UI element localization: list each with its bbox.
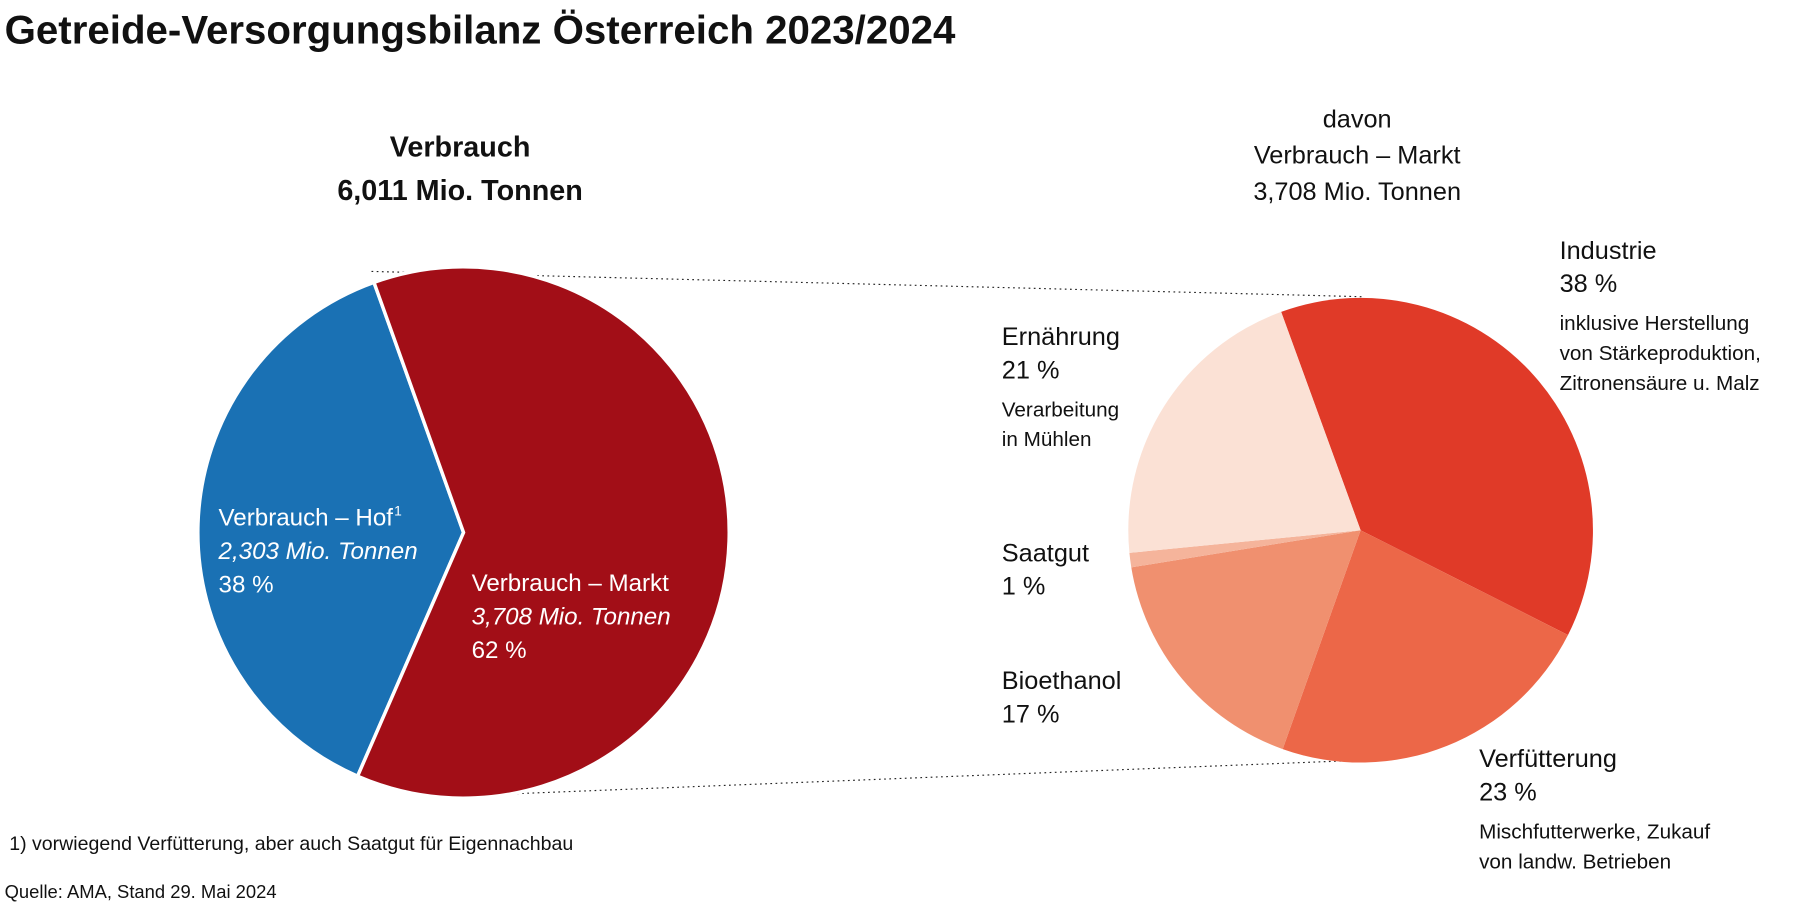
slice-description: in Mühlen — [1002, 428, 1092, 451]
value-label: 38 % — [1560, 270, 1618, 298]
pie-title: Verbrauch – Markt — [1254, 141, 1461, 169]
value-label: 1 % — [1002, 573, 1046, 601]
connector — [460, 759, 1361, 797]
slice-description: von Stärkeproduktion, — [1560, 342, 1761, 365]
source: Quelle: AMA, Stand 29. Mai 2024 — [5, 881, 277, 902]
pie-slice — [196, 280, 466, 779]
slice-description: von landw. Betrieben — [1479, 850, 1671, 873]
pie-slice — [1128, 311, 1361, 553]
value-label: 23 % — [1479, 778, 1537, 806]
slice-label: Saatgut — [1002, 539, 1089, 567]
slice-description: Mischfutterwerke, Zukauf — [1479, 820, 1710, 843]
chart-title: Getreide-Versorgungsbilanz Österreich 20… — [5, 8, 956, 53]
pie-slice — [1281, 297, 1593, 635]
pie-title: davon — [1323, 106, 1392, 134]
slice-sublabel: 3,708 Mio. Tonnen — [472, 604, 671, 631]
slice-description: Zitronensäure u. Malz — [1560, 372, 1760, 395]
slice-label: Bioethanol — [1002, 667, 1122, 695]
pie-subtitle: 6,011 Mio. Tonnen — [337, 175, 582, 207]
slice-label: Ernährung — [1002, 323, 1120, 351]
slice-label: Verfütterung — [1479, 745, 1617, 773]
note-mark: 1 — [394, 503, 402, 518]
slice-description: inklusive Herstellung — [1560, 312, 1750, 335]
value-label: 21 % — [1002, 356, 1060, 384]
value-label: 17 % — [1002, 700, 1060, 728]
pie-slice — [1282, 530, 1568, 763]
slice-label: Industrie — [1560, 237, 1657, 265]
slice-description: Verarbeitung — [1002, 398, 1119, 421]
slice-label: Verbrauch – Markt — [472, 570, 670, 597]
pie-slice — [1129, 530, 1361, 568]
value-label: 62 % — [472, 637, 527, 664]
slice-label: Verbrauch – Hof — [219, 505, 394, 532]
pie-title: 3,708 Mio. Tonnen — [1253, 178, 1461, 206]
pie-slice — [355, 265, 731, 800]
slice-sublabel: 2,303 Mio. Tonnen — [218, 538, 418, 565]
footnote: 1) vorwiegend Verfütterung, aber auch Sa… — [9, 833, 573, 855]
value-label: 38 % — [219, 571, 274, 598]
pie-title: Verbrauch — [390, 131, 531, 163]
pie-slice — [1131, 530, 1361, 750]
